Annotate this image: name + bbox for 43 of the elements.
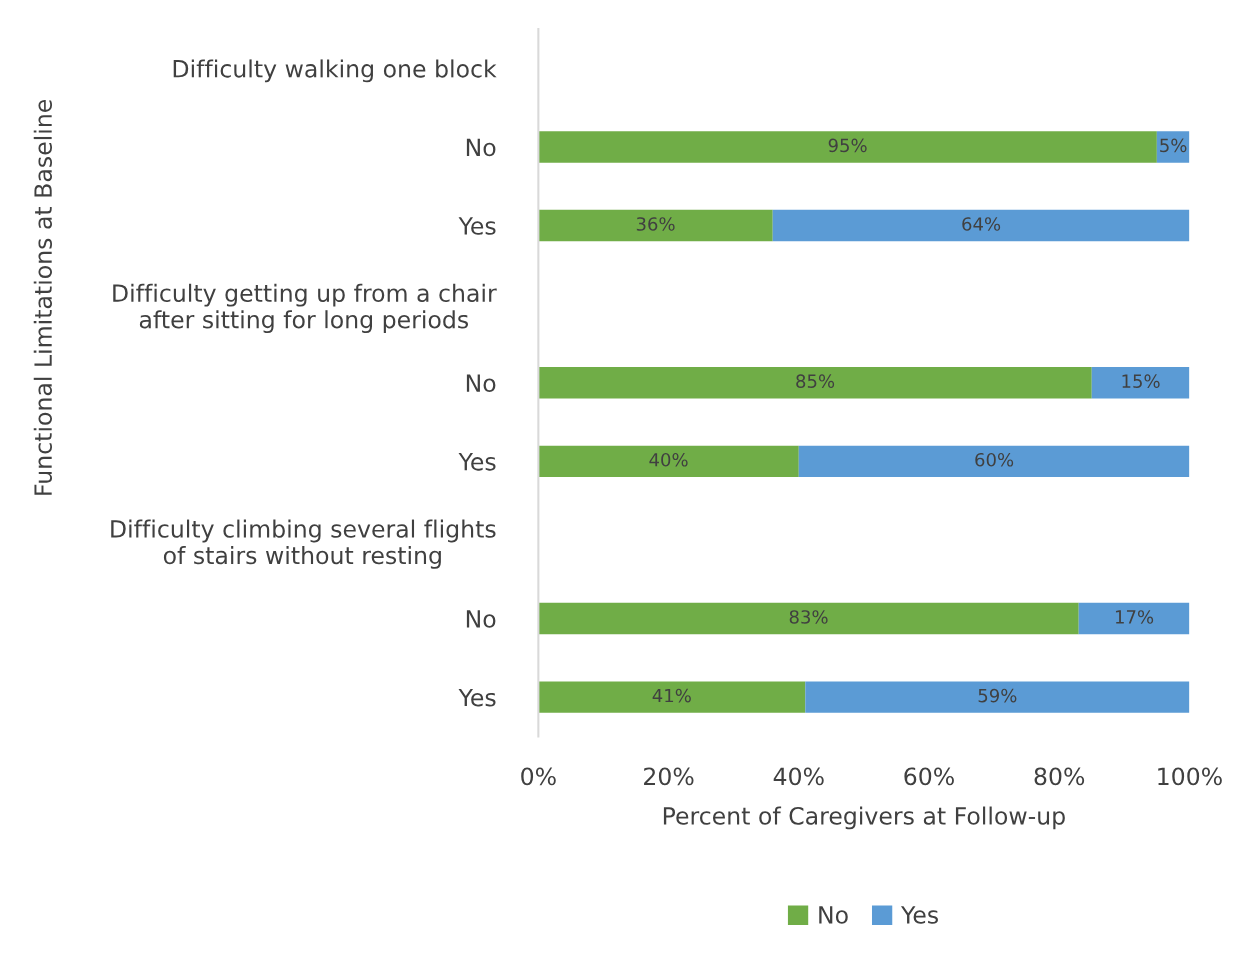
x-axis-title: Percent of Caregivers at Follow-up <box>663 806 1065 830</box>
y-tick-label: No <box>466 374 496 393</box>
x-tick-label: 100% <box>1158 767 1222 786</box>
data-label: 83% <box>789 610 828 624</box>
data-label: 15% <box>1122 374 1160 388</box>
data-label: 85% <box>796 374 835 388</box>
legend-label: No <box>819 906 848 924</box>
bar <box>538 209 773 242</box>
y-tick-label: Difficulty getting up from a chair after sitting for long periods <box>113 283 497 334</box>
data-label: 60% <box>975 452 1014 467</box>
x-tick-label: 40% <box>773 767 824 786</box>
data-label: 95% <box>828 138 867 153</box>
data-label: 36% <box>636 217 675 231</box>
data-label: 17% <box>1115 610 1154 624</box>
y-tick-label: Yes <box>458 453 496 471</box>
bar <box>1091 367 1190 399</box>
data-label: 41% <box>652 688 691 703</box>
bar <box>772 209 1190 242</box>
x-tick-label: 20% <box>644 767 694 786</box>
bar <box>538 681 806 713</box>
bar <box>538 131 1157 163</box>
bar <box>798 445 1190 478</box>
data-label: 5% <box>1160 138 1187 153</box>
data-label: 59% <box>978 688 1017 703</box>
legend-label: Yes <box>900 906 938 924</box>
bar <box>538 602 1079 635</box>
y-tick-label: No <box>466 138 496 157</box>
x-tick-label: 80% <box>1034 767 1085 786</box>
bar <box>1078 602 1190 635</box>
data-label: 40% <box>649 452 688 467</box>
y-tick-label: Difficulty walking one block <box>173 59 497 83</box>
y-tick-label: Yes <box>458 217 496 235</box>
y-axis-title: Functional Limitations at Baseline <box>33 99 53 495</box>
bar <box>805 681 1190 713</box>
bar <box>538 445 799 478</box>
y-tick-label: Difficulty climbing several flights of stairs without resting <box>111 519 496 569</box>
x-tick-label: 0% <box>521 767 556 786</box>
x-tick-label: 60% <box>904 767 954 786</box>
y-tick-label: No <box>466 610 496 628</box>
bar <box>538 367 1092 399</box>
y-tick-label: Yes <box>458 688 496 707</box>
data-label: 64% <box>962 217 1001 231</box>
bar <box>1156 131 1190 163</box>
